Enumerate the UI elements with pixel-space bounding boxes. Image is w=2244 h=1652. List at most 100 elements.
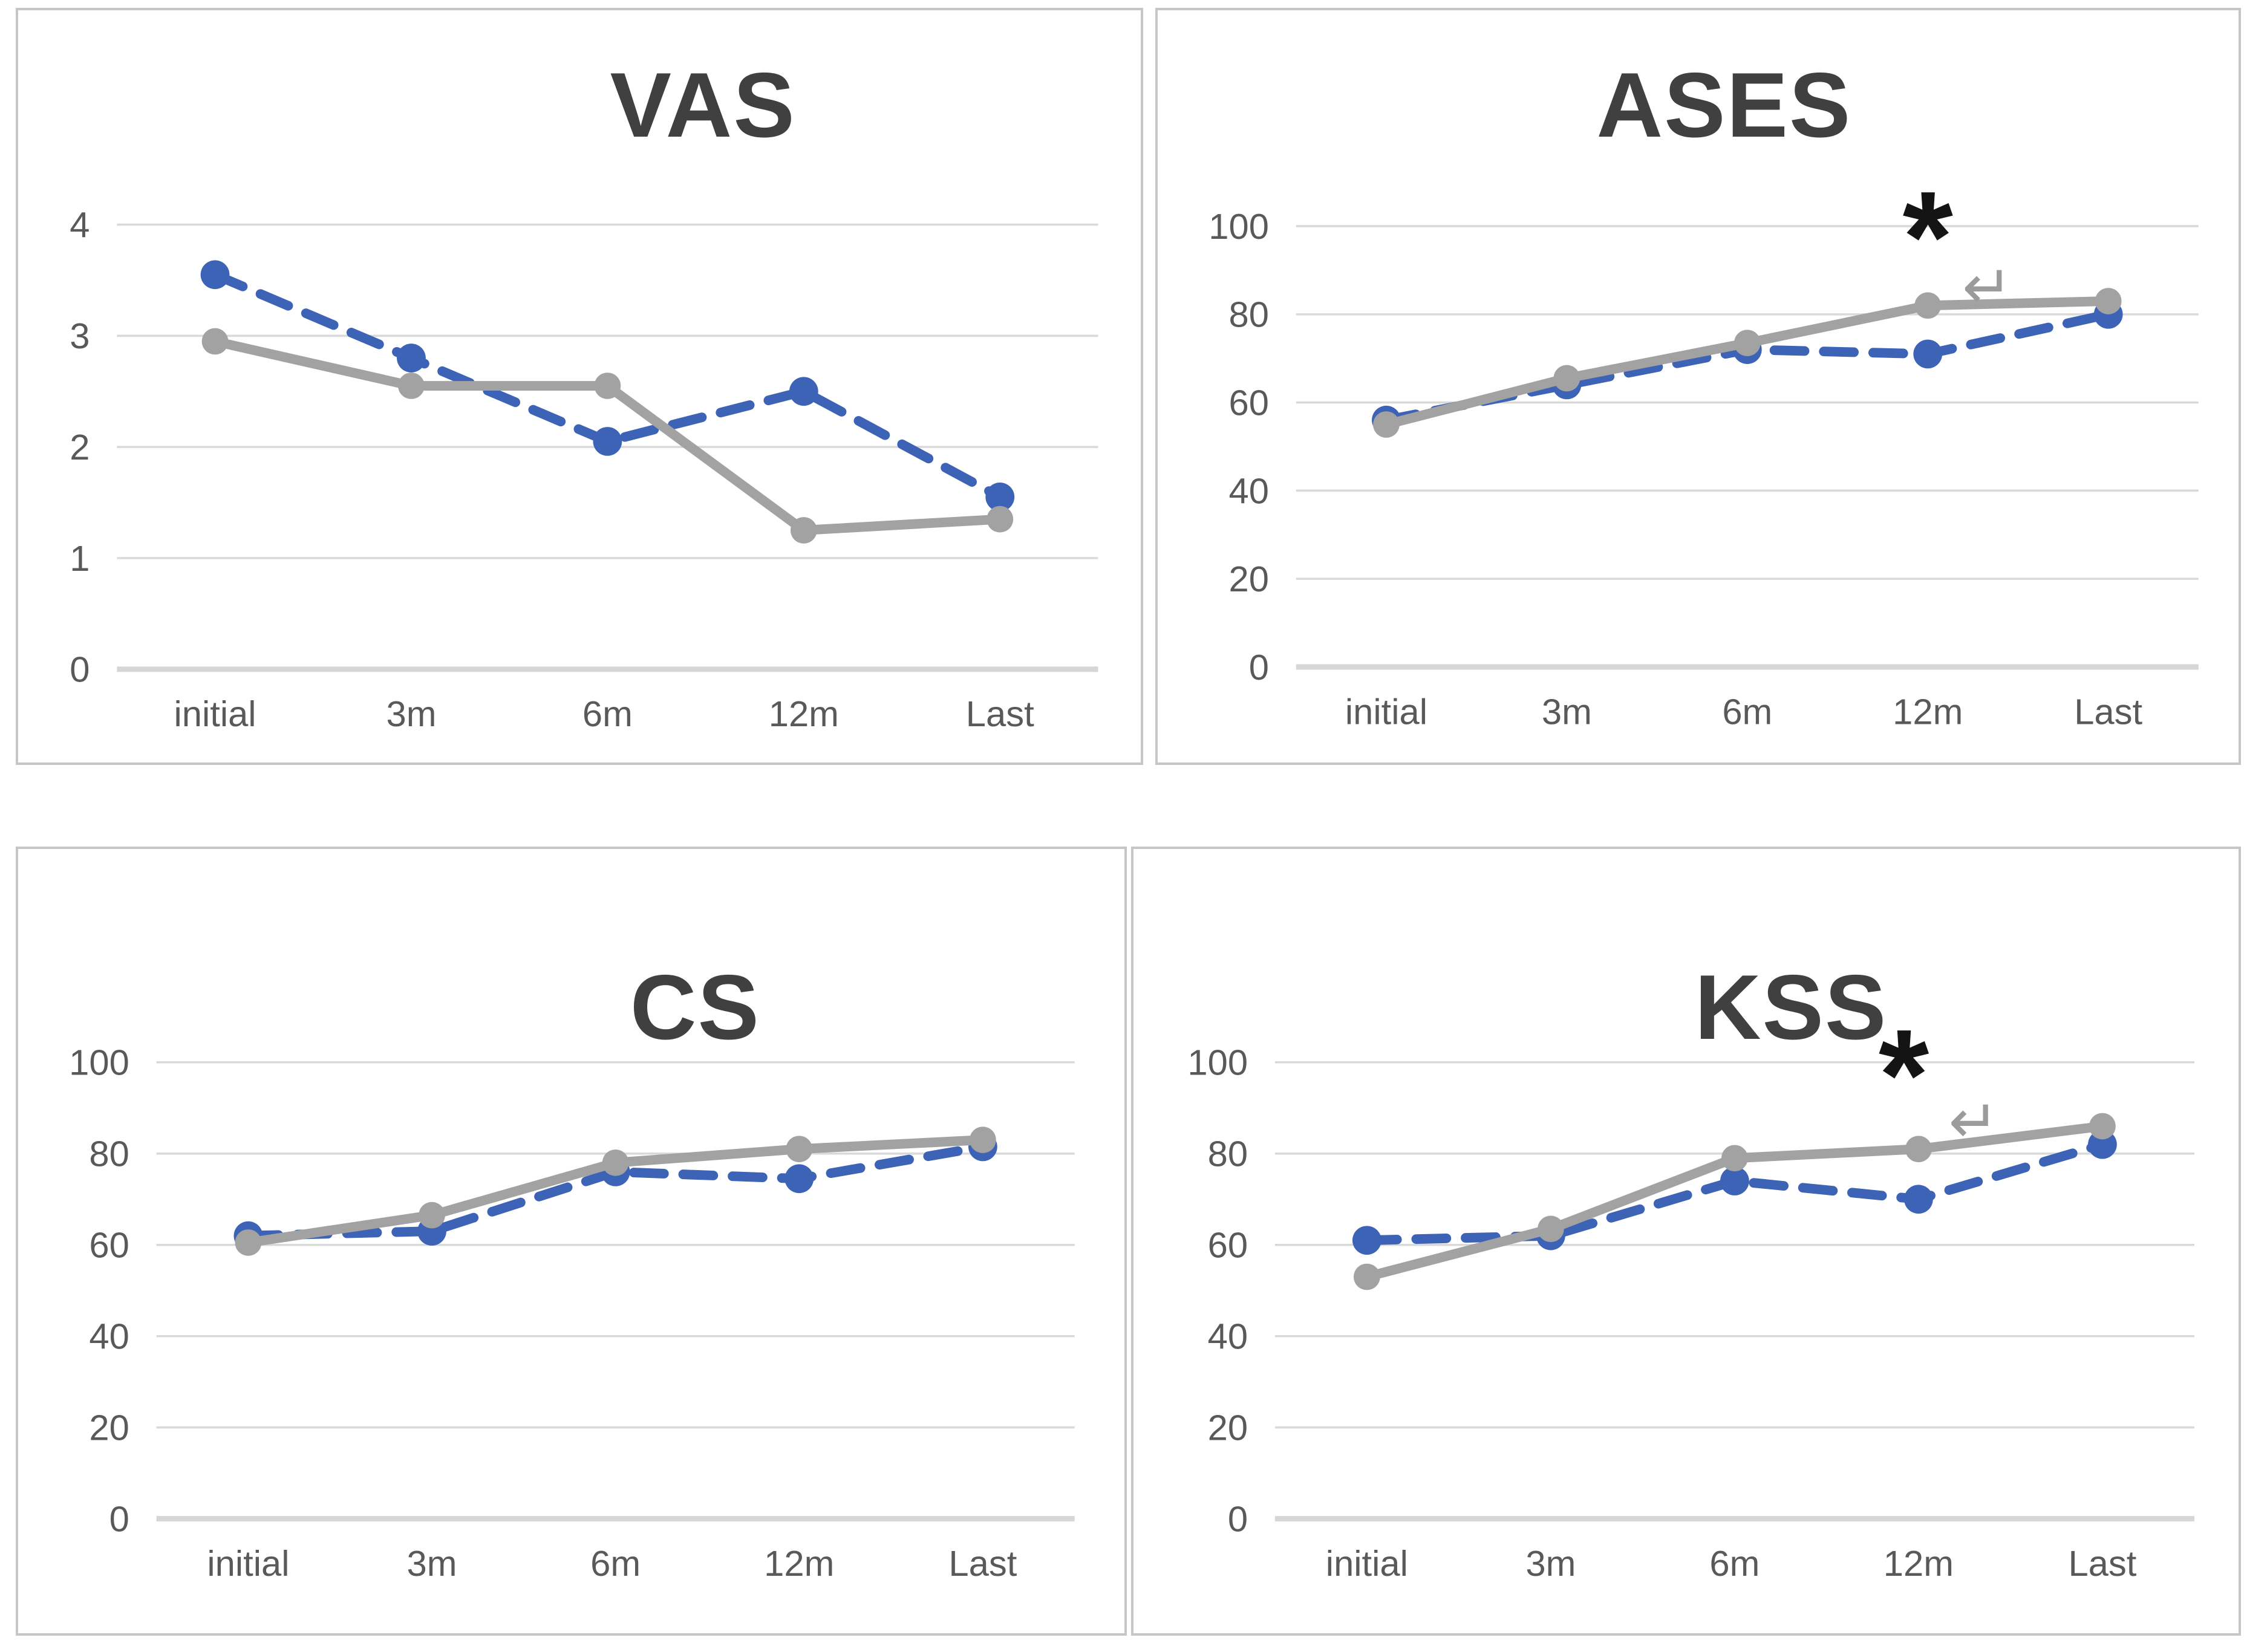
data-point-marker [2095, 288, 2122, 314]
x-category-label: 3m [407, 1543, 457, 1584]
significance-asterisk: * [1903, 164, 1953, 309]
data-point-marker [200, 260, 230, 290]
y-axis-tick-label: 0 [1249, 647, 1269, 688]
data-point-marker [398, 372, 425, 399]
data-point-marker [1721, 1145, 1748, 1172]
y-axis-tick-label: 100 [69, 1042, 129, 1083]
data-point-marker [602, 1149, 629, 1176]
data-point-marker [1914, 292, 1942, 319]
x-category-label: Last [966, 694, 1034, 734]
kss-chart-title: KSS [1694, 956, 1888, 1059]
y-axis-tick-label: 60 [1208, 1225, 1248, 1266]
data-point-marker [419, 1202, 445, 1229]
x-axis-labels: initial 3m 6m 12m Last [1326, 1543, 2137, 1584]
gridlines: 0 20 40 60 80 100 [1187, 1042, 2194, 1540]
y-axis-tick-label: 2 [70, 427, 90, 467]
y-axis-tick-label: 40 [1208, 1316, 1248, 1357]
x-axis-labels: initial 3m 6m 12m Last [174, 694, 1034, 734]
x-category-label: initial [1345, 691, 1427, 732]
x-category-label: initial [1326, 1543, 1408, 1584]
vas-chart-panel: VAS 0 1 2 3 4 initial 3m 6m 12m Last [16, 8, 1143, 765]
y-axis-tick-label: 60 [1229, 383, 1269, 423]
x-category-label: 12m [1893, 691, 1963, 732]
y-axis-tick-label: 3 [70, 316, 90, 356]
data-point-marker [786, 1136, 813, 1163]
x-category-label: 6m [590, 1543, 641, 1584]
x-category-label: 12m [769, 694, 839, 734]
series-gray-solid [1353, 1113, 2116, 1290]
y-axis-tick-label: 60 [89, 1225, 129, 1266]
cs-chart-panel: CS 0 20 40 60 80 100 initial 3m 6m 12m Last [16, 847, 1127, 1636]
y-axis-tick-label: 100 [1187, 1042, 1248, 1083]
series-gray-solid [201, 328, 1014, 544]
data-point-marker [1734, 330, 1761, 357]
data-point-marker [2089, 1113, 2116, 1140]
data-point-marker [1352, 1226, 1381, 1255]
y-axis-tick-label: 80 [1229, 294, 1269, 335]
data-point-marker [985, 483, 1015, 512]
ases-chart-canvas: 0 20 40 60 80 100 initial 3m 6m 12m Last * ↵ [1208, 164, 2199, 732]
x-category-label: 12m [764, 1543, 834, 1584]
x-category-label: Last [948, 1543, 1017, 1584]
y-axis-tick-label: 20 [1229, 559, 1269, 599]
data-point-marker [201, 328, 229, 355]
data-point-marker [593, 427, 622, 456]
y-axis-tick-label: 1 [70, 538, 90, 579]
return-arrow-annotation: ↵ [1962, 254, 2012, 321]
kss-chart-panel: KSS 0 20 40 60 80 100 initial 3m 6m 12m Last * ↵ [1131, 847, 2241, 1636]
data-point-marker [594, 372, 621, 399]
y-axis-tick-label: 4 [70, 204, 90, 245]
data-point-marker [1537, 1215, 1564, 1243]
x-category-label: 3m [1525, 1543, 1576, 1584]
series-gray-solid [1373, 288, 2122, 438]
ases-chart-title: ASES [1596, 54, 1852, 157]
data-point-marker [1905, 1136, 1932, 1163]
cs-chart-canvas: 0 20 40 60 80 100 initial 3m 6m 12m Last [69, 1042, 1075, 1584]
return-arrow-annotation: ↵ [1948, 1088, 1998, 1156]
cs-chart-title: CS [630, 956, 760, 1059]
y-axis-tick-label: 20 [89, 1408, 129, 1448]
x-category-label: initial [174, 694, 256, 734]
x-category-label: 12m [1884, 1543, 1954, 1584]
data-point-marker [1720, 1166, 1749, 1195]
data-point-marker [969, 1127, 996, 1153]
x-category-label: Last [2068, 1543, 2136, 1584]
y-axis-tick-label: 80 [1208, 1134, 1248, 1174]
data-point-marker [789, 377, 818, 406]
y-axis-tick-label: 0 [1228, 1499, 1248, 1540]
x-category-label: 3m [1542, 691, 1592, 732]
x-axis-labels: initial 3m 6m 12m Last [207, 1543, 1017, 1584]
data-point-marker [235, 1229, 262, 1256]
data-point-marker [1904, 1185, 1933, 1214]
x-category-label: 6m [1722, 691, 1772, 732]
data-point-marker [397, 343, 426, 372]
x-category-label: 6m [1709, 1543, 1760, 1584]
significance-asterisk: * [1879, 1003, 1929, 1147]
gridlines: 0 20 40 60 80 100 [69, 1042, 1075, 1540]
kss-chart-canvas: 0 20 40 60 80 100 initial 3m 6m 12m Last * ↵ [1187, 1003, 2194, 1584]
x-category-label: 3m [386, 694, 436, 734]
data-point-marker [1913, 339, 1943, 369]
y-axis-tick-label: 80 [89, 1134, 129, 1174]
data-point-marker [1373, 411, 1400, 438]
data-point-marker [784, 1164, 814, 1194]
data-point-marker [1553, 365, 1580, 392]
series-blue-dashed [200, 260, 1015, 512]
y-axis-tick-label: 0 [109, 1499, 129, 1540]
data-point-marker [790, 517, 817, 544]
x-category-label: initial [207, 1543, 289, 1584]
x-axis-labels: initial 3m 6m 12m Last [1345, 691, 2143, 732]
y-axis-tick-label: 40 [1229, 470, 1269, 511]
gridlines: 0 20 40 60 80 100 [1208, 206, 2199, 688]
series-gray-solid [235, 1127, 996, 1256]
ases-chart-panel: ASES 0 20 40 60 80 100 initial 3m 6m 12m Last * ↵ [1155, 8, 2241, 765]
vas-chart-canvas: 0 1 2 3 4 initial 3m 6m 12m Last [70, 204, 1098, 734]
gridlines: 0 1 2 3 4 [70, 204, 1098, 690]
data-point-marker [987, 506, 1014, 533]
y-axis-tick-label: 40 [89, 1316, 129, 1357]
data-point-marker [1353, 1263, 1380, 1290]
x-category-label: 6m [582, 694, 633, 734]
vas-chart-title: VAS [610, 54, 796, 157]
y-axis-tick-label: 100 [1208, 206, 1269, 247]
